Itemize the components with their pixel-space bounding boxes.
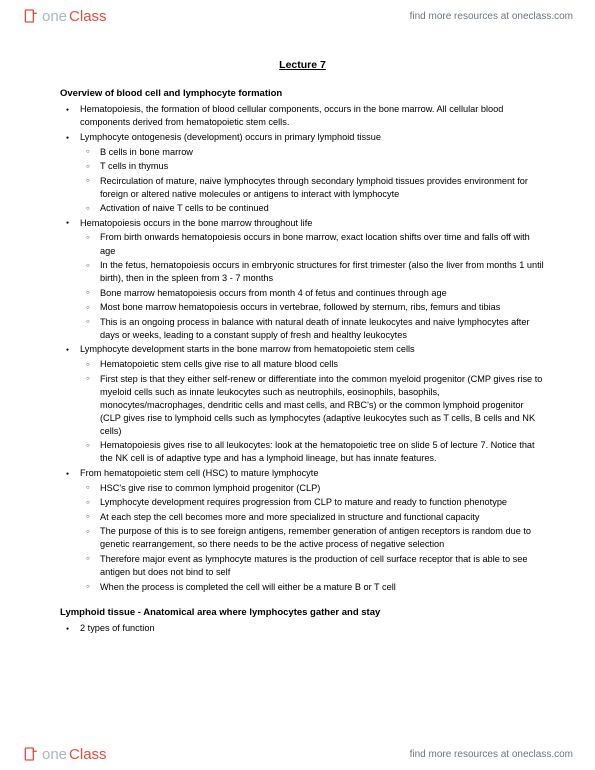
footer-tagline[interactable]: find more resources at oneclass.com [410, 749, 573, 760]
brand-one: one [42, 8, 67, 25]
brand-class: Class [69, 8, 107, 25]
sub-list-item: Recirculation of mature, naive lymphocyt… [100, 175, 545, 201]
sub-list-item: The purpose of this is to see foreign an… [100, 525, 545, 551]
sub-list-item: When the process is completed the cell w… [100, 581, 545, 594]
sub-list-item: In the fetus, hematopoiesis occurs in em… [100, 259, 545, 285]
sub-list-item: Therefore major event as lymphocyte matu… [100, 553, 545, 579]
section-title: Overview of blood cell and lymphocyte fo… [60, 87, 545, 100]
list-item: Hematopoiesis, the formation of blood ce… [80, 103, 545, 129]
sub-list: HSC's give rise to common lymphoid proge… [80, 482, 545, 594]
sub-list: From birth onwards hematopoiesis occurs … [80, 231, 545, 342]
sub-list-item: T cells in thymus [100, 160, 545, 173]
sub-list-item: First step is that they either self-rene… [100, 373, 545, 438]
footer-brand-logo[interactable]: oneClass [22, 746, 107, 763]
document-body: Lecture 7 Overview of blood cell and lym… [60, 58, 545, 730]
doc-icon [22, 746, 38, 762]
list-item: Lymphocyte development starts in the bon… [80, 343, 545, 356]
sub-list-item: Hematopoiesis gives rise to all leukocyt… [100, 439, 545, 465]
sub-list-item: From birth onwards hematopoiesis occurs … [100, 231, 545, 257]
sub-list-item: Most bone marrow hematopoiesis occurs in… [100, 301, 545, 314]
header-bar: oneClass find more resources at oneclass… [0, 0, 595, 32]
footer-bar: oneClass find more resources at oneclass… [0, 738, 595, 770]
list-item: Lymphocyte ontogenesis (development) occ… [80, 131, 545, 144]
sub-list-item: Bone marrow hematopoiesis occurs from mo… [100, 287, 545, 300]
sub-list: Hematopoietic stem cells give rise to al… [80, 358, 545, 466]
sub-list-item: B cells in bone marrow [100, 146, 545, 159]
sub-list-item: Lymphocyte development requires progress… [100, 496, 545, 509]
sub-list-item: This is an ongoing process in balance wi… [100, 316, 545, 342]
bullet-list: 2 types of function [60, 622, 545, 635]
doc-icon [22, 8, 38, 24]
brand-class: Class [69, 746, 107, 763]
lecture-title: Lecture 7 [60, 58, 545, 73]
list-item: Hematopoiesis occurs in the bone marrow … [80, 217, 545, 230]
list-item: 2 types of function [80, 622, 545, 635]
sub-list-item: Activation of naive T cells to be contin… [100, 202, 545, 215]
sub-list: B cells in bone marrowT cells in thymus R… [80, 146, 545, 216]
brand-one: one [42, 746, 67, 763]
sub-list-item: At each step the cell becomes more and m… [100, 511, 545, 524]
sub-list-item: HSC's give rise to common lymphoid proge… [100, 482, 545, 495]
sub-list-item: Hematopoietic stem cells give rise to al… [100, 358, 545, 371]
section-title: Lymphoid tissue - Anatomical area where … [60, 606, 545, 619]
brand-logo[interactable]: oneClass [22, 8, 107, 25]
bullet-list: Hematopoiesis, the formation of blood ce… [60, 103, 545, 593]
list-item: From hematopoietic stem cell (HSC) to ma… [80, 467, 545, 480]
header-tagline[interactable]: find more resources at oneclass.com [410, 11, 573, 22]
